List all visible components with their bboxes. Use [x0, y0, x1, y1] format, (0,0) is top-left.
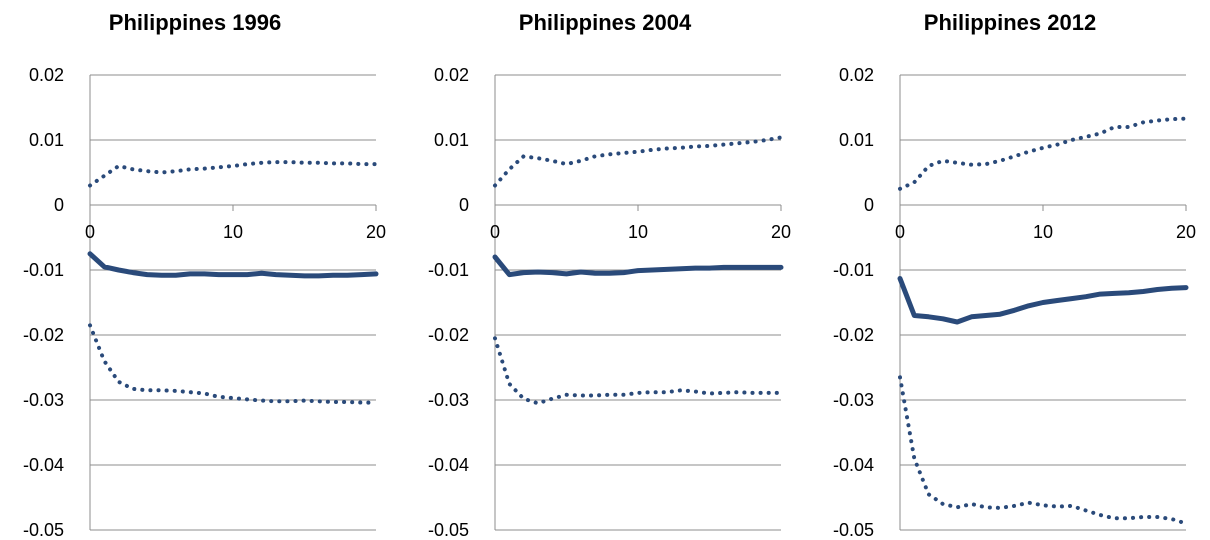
x-tick-label: 0	[490, 222, 500, 242]
x-tick-label: 0	[895, 222, 905, 242]
y-tick-label: -0.01	[428, 260, 469, 280]
chart-title: Philippines 1996	[108, 10, 282, 35]
chart-plot: 0.02 0.01 0 -0.01 -0.02 -0.03 -0.04 -0.05 0 10 20	[23, 65, 386, 540]
chart-plot: 0.02 0.01 0 -0.01 -0.02 -0.03 -0.04 -0.05 0 10 20	[833, 65, 1196, 540]
chart-panel-1996: Philippines 1996 0.02 0.01 0 -0.01 -0.02 -0.0…	[0, 0, 400, 540]
y-tick-label: -0.01	[833, 260, 874, 280]
chart-title: Philippines 2012	[923, 10, 1097, 35]
y-tick-label: -0.03	[833, 390, 874, 410]
y-tick-label: -0.02	[833, 325, 874, 345]
upper-band-line	[88, 160, 378, 188]
chart-title: Philippines 2004	[518, 10, 692, 35]
y-tick-label: -0.04	[428, 455, 469, 475]
y-tick-label: -0.05	[428, 520, 469, 540]
y-tick-label: 0	[54, 195, 64, 215]
y-tick-label: 0	[459, 195, 469, 215]
y-tick-label: -0.02	[428, 325, 469, 345]
y-tick-label: 0.02	[29, 65, 64, 85]
response-line	[87, 251, 379, 279]
y-tick-label: 0.01	[29, 130, 64, 150]
y-tick-label: 0.01	[434, 130, 469, 150]
y-tick-label: 0.02	[839, 65, 874, 85]
x-tick-label: 10	[1033, 222, 1053, 242]
y-tick-label: -0.04	[833, 455, 874, 475]
y-tick-label: -0.01	[23, 260, 64, 280]
x-tick-label: 20	[771, 222, 791, 242]
y-tick-label: -0.03	[23, 390, 64, 410]
upper-band-line	[898, 116, 1188, 191]
y-tick-label: -0.02	[23, 325, 64, 345]
chart-plot: 0.02 0.01 0 -0.01 -0.02 -0.03 -0.04 -0.05 0 10 20	[428, 65, 791, 540]
x-tick-label: 20	[1176, 222, 1196, 242]
lower-band-line	[88, 323, 378, 405]
y-tick-label: 0	[864, 195, 874, 215]
y-tick-label: -0.04	[23, 455, 64, 475]
lower-band-line	[493, 336, 783, 406]
x-tick-label: 0	[85, 222, 95, 242]
y-tick-label: 0.02	[434, 65, 469, 85]
chart-panel-2012: Philippines 2012 0.02 0.01 0 -0.01 -0.02 -0.0…	[810, 0, 1210, 540]
upper-band-line	[493, 135, 783, 188]
y-tick-label: 0.01	[839, 130, 874, 150]
response-line	[897, 276, 1189, 325]
lower-band-line	[898, 375, 1188, 526]
x-tick-label: 20	[366, 222, 386, 242]
y-tick-label: -0.03	[428, 390, 469, 410]
x-tick-label: 10	[223, 222, 243, 242]
y-tick-label: -0.05	[23, 520, 64, 540]
chart-panel-2004: Philippines 2004 0.02 0.01 0 -0.01 -0.02 -0.0…	[405, 0, 805, 540]
x-tick-label: 10	[628, 222, 648, 242]
y-tick-label: -0.05	[833, 520, 874, 540]
response-line	[492, 254, 784, 278]
